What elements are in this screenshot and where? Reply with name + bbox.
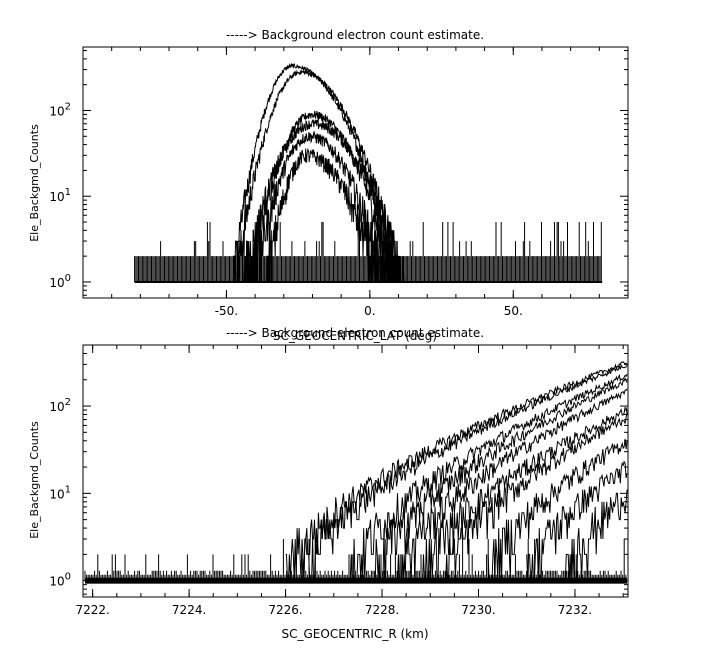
series-trace [420, 406, 628, 582]
panel1-title: -----> Background electron count estimat… [226, 28, 484, 42]
x-tick-label: -50. [215, 304, 238, 318]
series-trace [234, 69, 402, 283]
panel1-y-axis-label: Ele_Backgmd_Counts [28, 124, 41, 242]
panel1-frame [82, 46, 629, 299]
y-tick-label: 100 [49, 273, 71, 290]
x-tick-label: 50. [504, 304, 523, 318]
series-trace [243, 118, 405, 283]
panel1-x-axis-label: SC_GEOCENTRIC_LAT (deg) [273, 329, 437, 343]
noise-floor-trace [84, 539, 627, 581]
series-trace [526, 460, 628, 582]
y-tick-label: 102 [49, 397, 71, 414]
series-trace [249, 110, 394, 283]
x-tick-label: 7230. [461, 603, 495, 617]
x-tick-label: 7228. [365, 603, 399, 617]
panel2-plot-area [84, 361, 628, 584]
series-trace [232, 62, 399, 283]
y-tick-label: 101 [49, 484, 71, 501]
panel2-title: -----> Background electron count estimat… [226, 326, 484, 340]
panel2-axes: 7222. 7224. 7226. 7228. 7230. 7232. 100 101 102 [49, 344, 628, 617]
series-trace [266, 147, 379, 283]
series-trace [300, 364, 628, 582]
series-trace [348, 373, 628, 582]
x-tick-label: 0. [364, 304, 375, 318]
series-trace [487, 438, 628, 582]
y-tick-label: 102 [49, 101, 71, 118]
series-trace [564, 489, 628, 582]
series-trace [372, 377, 628, 582]
panel2-frame [82, 344, 629, 598]
series-trace [255, 131, 385, 283]
series-trace [396, 388, 628, 582]
series-trace [444, 412, 628, 582]
x-tick-label: 7224. [172, 603, 206, 617]
y-tick-label: 100 [49, 572, 71, 589]
x-tick-label: 7232. [558, 603, 592, 617]
series-trace [285, 361, 628, 582]
panel2-y-axis-label: Ele_Backgmd_Counts [28, 421, 41, 539]
panel1-plot-area [134, 62, 603, 283]
x-tick-label: 7226. [268, 603, 302, 617]
y-tick-label: 101 [49, 187, 71, 204]
panel2-x-axis-label: SC_GEOCENTRIC_R (km) [282, 627, 429, 641]
x-tick-label: 7222. [75, 603, 109, 617]
